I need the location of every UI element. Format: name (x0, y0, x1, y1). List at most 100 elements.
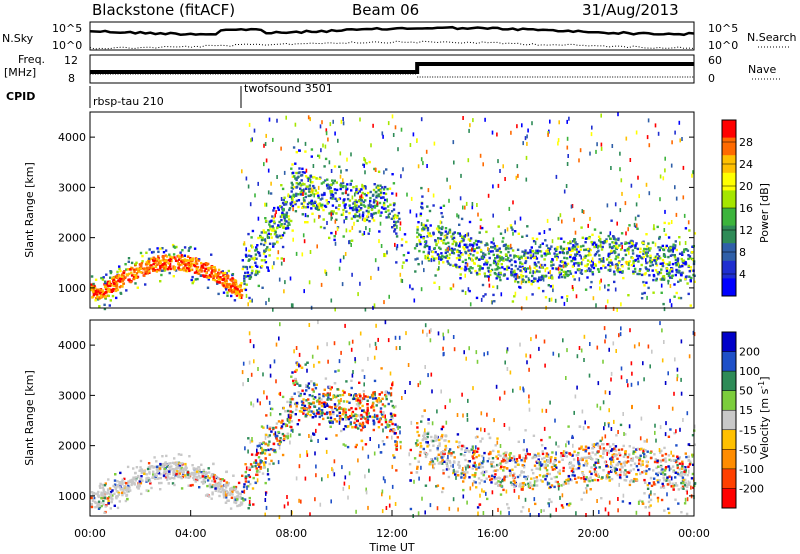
echo-cell (587, 446, 590, 450)
echo-cell (497, 463, 501, 466)
echo-cell (553, 252, 556, 255)
echo-cell (110, 290, 113, 293)
echo-cell (569, 272, 573, 275)
echo-cell (297, 199, 301, 202)
echo-cell (331, 193, 335, 197)
echo-cell (299, 392, 302, 396)
echo-cell (225, 284, 228, 287)
noise-cell (343, 219, 345, 224)
echo-cell (467, 249, 470, 252)
echo-cell (511, 228, 514, 231)
echo-cell (603, 239, 606, 243)
echo-cell (288, 223, 291, 226)
echo-cell (567, 425, 570, 428)
echo-cell (587, 479, 590, 482)
echo-cell (352, 215, 356, 218)
echo-cell (537, 458, 540, 461)
echo-cell (311, 394, 314, 398)
echo-cell (188, 247, 191, 250)
echo-cell (463, 268, 467, 271)
echo-cell (584, 270, 587, 273)
echo-cell (292, 146, 296, 149)
echo-cell (118, 267, 121, 271)
echo-cell (535, 484, 539, 487)
echo-cell (384, 192, 388, 196)
echo-cell (146, 272, 149, 275)
noise-cell (348, 240, 350, 245)
echo-cell (518, 256, 521, 260)
noise-cell (248, 122, 251, 127)
noise-cell (597, 244, 599, 249)
echo-cell (543, 258, 546, 261)
noise-cell (557, 138, 560, 143)
echo-cell (94, 299, 97, 302)
echo-cell (448, 228, 452, 231)
echo-cell (647, 500, 651, 504)
echo-cell (659, 246, 663, 249)
echo-cell (632, 272, 635, 275)
echo-cell (612, 244, 616, 248)
echo-cell (440, 453, 443, 456)
echo-cell (134, 274, 138, 277)
echo-cell (117, 493, 121, 496)
echo-cell (631, 244, 634, 248)
noise-cell (527, 128, 529, 133)
echo-cell (693, 280, 696, 283)
echo-cell (379, 410, 382, 413)
noise-cell (468, 128, 470, 133)
echo-cell (428, 463, 431, 466)
echo-cell (493, 247, 497, 250)
echo-cell (289, 416, 292, 419)
echo-cell (513, 481, 517, 484)
echo-cell (667, 507, 670, 510)
echo-cell (221, 278, 224, 282)
echo-cell (364, 443, 368, 446)
echo-cell (505, 475, 509, 478)
echo-cell (424, 224, 428, 227)
echo-cell (490, 465, 493, 468)
echo-cell (424, 455, 428, 459)
echo-cell (421, 195, 424, 198)
echo-cell (234, 485, 238, 489)
echo-cell (248, 496, 251, 500)
echo-cell (496, 268, 499, 271)
echo-cell (444, 242, 448, 245)
echo-cell (513, 269, 516, 272)
echo-cell (147, 257, 151, 260)
noise-cell (316, 206, 318, 211)
echo-cell (557, 445, 560, 448)
echo-cell (605, 477, 608, 480)
echo-cell (619, 462, 623, 466)
echo-cell (623, 478, 626, 482)
echo-cell (317, 412, 321, 415)
echo-cell (172, 275, 175, 278)
echo-cell (461, 253, 464, 256)
nsky-panel: N.Sky 10^5 10^0 10^5 10^0 N.Search (2, 21, 797, 52)
echo-cell (587, 247, 590, 251)
noise-cell (320, 282, 323, 287)
echo-cell (427, 422, 430, 425)
echo-cell (373, 379, 377, 383)
echo-cell (489, 263, 492, 267)
echo-cell (174, 467, 178, 470)
echo-cell (260, 266, 263, 269)
echo-cell (572, 458, 576, 461)
echo-cell (433, 462, 436, 466)
echo-cell (435, 438, 438, 442)
echo-cell (674, 459, 678, 462)
echo-cell (145, 473, 148, 476)
echo-cell (321, 411, 324, 414)
echo-cell (175, 470, 179, 473)
echo-cell (318, 400, 321, 403)
echo-cell (313, 383, 316, 387)
echo-cell (246, 274, 250, 278)
echo-cell (625, 475, 629, 478)
echo-cell (124, 276, 127, 279)
echo-cell (211, 269, 214, 272)
echo-cell (564, 265, 567, 268)
echo-cell (437, 445, 440, 448)
echo-cell (252, 503, 255, 506)
echo-cell (452, 471, 455, 475)
noise-cell (557, 141, 559, 146)
echo-cell (164, 249, 168, 252)
